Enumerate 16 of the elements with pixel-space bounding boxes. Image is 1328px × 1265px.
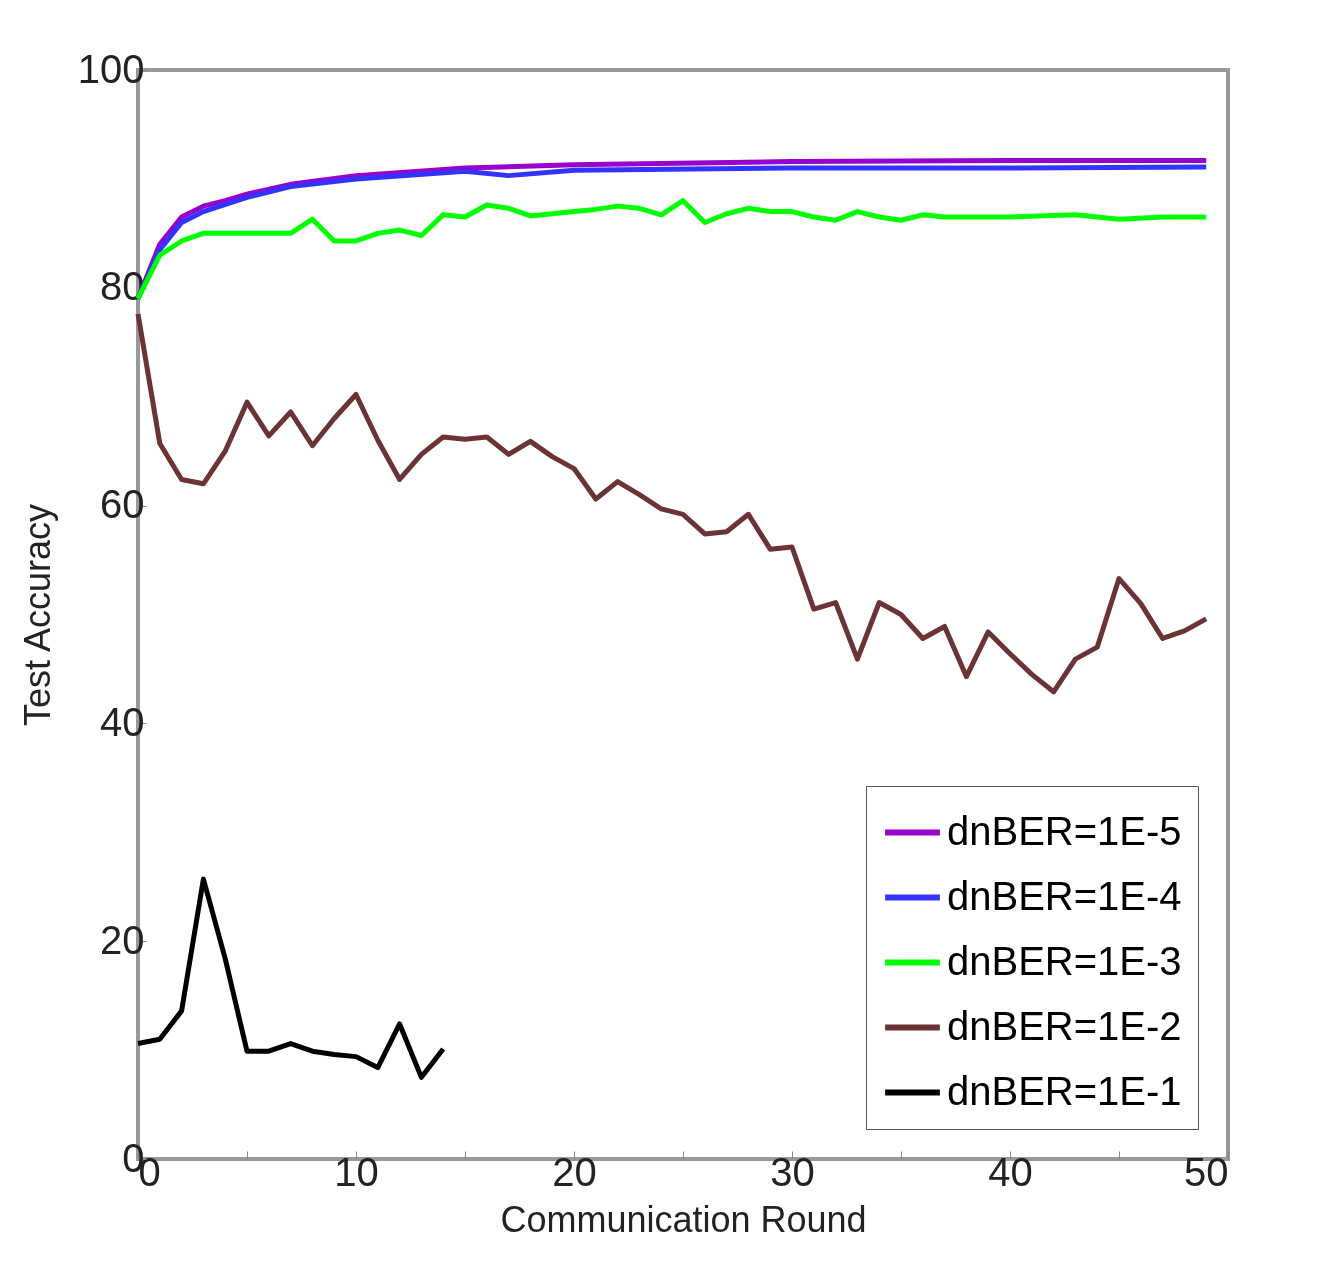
y-tick-label: 20 (100, 917, 145, 962)
legend-label: dnBER=1E-4 (947, 873, 1182, 918)
y-axis-title: Test Accuracy (16, 503, 58, 727)
x-tick-label: 50 (1184, 1149, 1229, 1194)
y-tick-label: 100 (77, 46, 145, 91)
legend-label: dnBER=1E-1 (947, 1068, 1182, 1113)
x-tick-label: 40 (988, 1149, 1033, 1194)
y-tick-label: 60 (100, 482, 145, 527)
legend-label: dnBER=1E-2 (947, 1003, 1182, 1048)
legend-label: dnBER=1E-3 (947, 938, 1182, 983)
x-tick-label: 30 (770, 1149, 815, 1194)
legend-label: dnBER=1E-5 (947, 808, 1182, 853)
y-tick-label: 40 (100, 699, 145, 744)
x-tick-label: 10 (334, 1149, 379, 1194)
x-tick-label: 20 (552, 1149, 597, 1194)
x-axis-title: Communication Round (500, 1198, 867, 1240)
